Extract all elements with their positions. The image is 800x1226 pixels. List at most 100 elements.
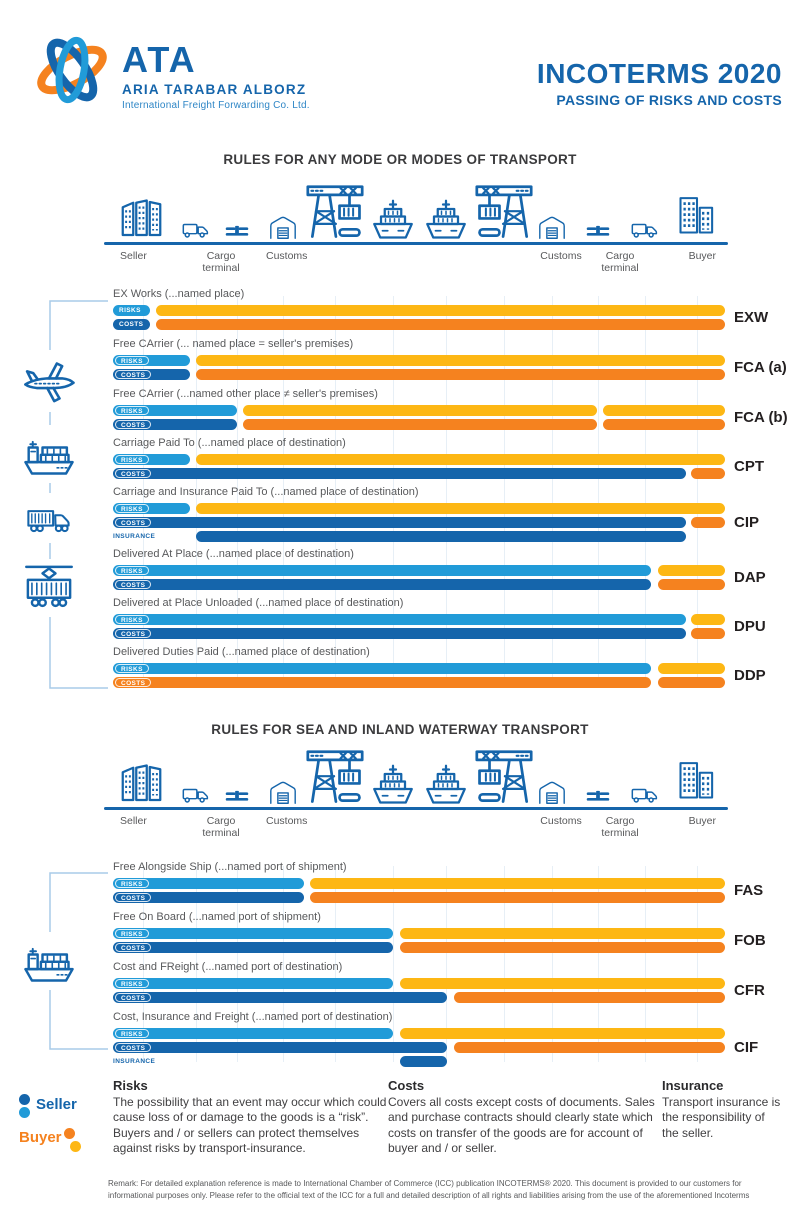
bar-segment-seller_risk — [113, 454, 191, 465]
term-row-cif: Cost, Insurance and Freight (...named po… — [113, 1011, 758, 1067]
term-bar-costs: COSTS — [113, 677, 725, 688]
term-title: Free Alongside Ship (...named port of sh… — [113, 861, 347, 873]
timeline-axis-section-1 — [104, 242, 728, 245]
bar-segment-buyer_risk — [691, 614, 725, 625]
bar-segment-buyer_cost — [400, 942, 725, 953]
factory-icon — [119, 192, 167, 242]
term-row-exw: EX Works (...named place) RISKS COSTS EXW — [113, 288, 768, 330]
logo-text-block: ATA ARIA TARABAR ALBORZ International Fr… — [122, 42, 310, 112]
timeline-label: Customs — [540, 815, 582, 827]
bar-segment-buyer_risk — [603, 405, 725, 416]
timeline-label: Customs — [540, 250, 582, 262]
bar-pill-risks: RISKS — [115, 664, 149, 673]
term-title: Cost, Insurance and Freight (...named po… — [113, 1011, 393, 1023]
legend-seller-label: Seller — [36, 1096, 77, 1113]
costs-definition-heading: Costs — [388, 1078, 425, 1093]
bar-pill-risks: RISKS — [115, 356, 149, 365]
bar-segment-seller_risk — [113, 978, 394, 989]
bar-segment-seller_cost — [113, 419, 238, 430]
term-bar-risks: RISKS — [113, 663, 725, 674]
cargo-ship-front-icon — [368, 194, 418, 242]
gridline — [237, 866, 238, 1062]
gridline — [645, 866, 646, 1062]
bar-segment-seller_risk — [113, 305, 151, 316]
gridline — [645, 296, 646, 688]
bar-pill-costs: COSTS — [115, 993, 152, 1002]
bar-pill-costs: COSTS — [115, 943, 152, 952]
gridline — [283, 866, 284, 1062]
freight-train-icon — [21, 562, 77, 614]
customs-barrier-icon — [580, 783, 616, 807]
bar-pill-costs: COSTS — [115, 469, 152, 478]
term-bar-risks: RISKS — [113, 454, 725, 465]
office-building-icon — [675, 755, 719, 807]
timeline-label: Customs — [266, 815, 308, 827]
office-building-icon — [675, 190, 719, 242]
page-subtitle: PASSING OF RISKS AND COSTS — [556, 92, 782, 108]
gridline — [335, 866, 336, 1062]
seller-risk-dot — [19, 1094, 30, 1105]
section-1-title: RULES FOR ANY MODE OR MODES OF TRANSPORT — [223, 152, 577, 167]
gridline — [393, 866, 394, 1062]
airplane-icon — [16, 353, 82, 409]
term-title: Free CArrier (...named other place ≠ sel… — [113, 388, 378, 400]
insurance-definition-body: Transport insurance is the responsibilit… — [662, 1095, 781, 1140]
truck-icon — [177, 779, 215, 807]
bar-segment-insurance_bar — [400, 1056, 448, 1067]
bar-pill-costs: COSTS — [115, 420, 152, 429]
container-crane-flipped-icon — [474, 184, 534, 242]
term-code: DAP — [734, 569, 766, 586]
bar-segment-seller_cost — [113, 369, 191, 380]
warehouse-icon — [267, 777, 299, 807]
gridline — [446, 866, 447, 1062]
timeline-label: Cargo terminal — [601, 250, 639, 275]
bar-segment-seller_cost — [113, 319, 151, 330]
bar-segment-buyer_risk — [195, 454, 725, 465]
gridline — [697, 866, 698, 1062]
seller-cost-dot — [19, 1107, 30, 1118]
gridline — [446, 296, 447, 688]
gridline — [598, 866, 599, 1062]
bar-segment-buyer_cost — [691, 628, 725, 639]
term-row-cip: Carriage and Insurance Paid To (...named… — [113, 486, 759, 542]
bar-segment-seller_cost — [113, 992, 448, 1003]
customs-barrier-icon — [580, 218, 616, 242]
remark-text: Remark: For detailed explanation referen… — [108, 1179, 750, 1200]
bar-segment-buyer_cost — [658, 579, 725, 590]
bar-segment-buyer_cost — [658, 677, 725, 688]
warehouse-icon — [536, 212, 568, 242]
gridline — [335, 296, 336, 688]
bar-segment-buyer_risk — [400, 928, 725, 939]
bar-segment-seller_cost — [113, 579, 651, 590]
cargo-ship-icon — [18, 428, 80, 480]
logo-tagline: International Freight Forwarding Co. Ltd… — [122, 100, 310, 111]
risks-definition-heading: Risks — [113, 1078, 148, 1093]
term-title: Carriage Paid To (...named place of dest… — [113, 437, 346, 449]
bar-segment-seller_cost — [113, 628, 686, 639]
risks-definition-body: The possibility that an event may occur … — [113, 1095, 387, 1156]
bar-segment-seller_cost — [113, 1042, 448, 1053]
bar-segment-seller_cost — [113, 892, 304, 903]
buyer-cost-dot — [64, 1128, 75, 1139]
term-title: EX Works (...named place) — [113, 288, 245, 300]
gridline — [143, 866, 144, 1062]
term-row-fas: Free Alongside Ship (...named port of sh… — [113, 861, 763, 903]
term-title: Carriage and Insurance Paid To (...named… — [113, 486, 419, 498]
term-title: Delivered At Place (...named place of de… — [113, 548, 354, 560]
header-title-block: INCOTERMS 2020 PASSING OF RISKS AND COST… — [537, 60, 782, 109]
gridline — [504, 866, 505, 1062]
term-title: Delivered Duties Paid (...named place of… — [113, 646, 370, 658]
timeline-label: Cargo terminal — [202, 250, 240, 275]
bar-pill-risks: RISKS — [115, 504, 149, 513]
bar-segment-buyer_cost — [691, 468, 725, 479]
truck-icon — [177, 214, 215, 242]
customs-barrier-icon — [219, 783, 255, 807]
bar-segment-seller_risk — [113, 928, 394, 939]
term-bar-costs: COSTS — [113, 579, 725, 590]
bar-segment-buyer_cost — [113, 677, 651, 688]
bar-pill-insurance: INSURANCE — [113, 1058, 156, 1065]
bar-pill-costs: COSTS — [115, 518, 152, 527]
term-bar-insurance: INSURANCE — [113, 531, 725, 542]
term-row-dap: Delivered At Place (...named place of de… — [113, 548, 766, 590]
